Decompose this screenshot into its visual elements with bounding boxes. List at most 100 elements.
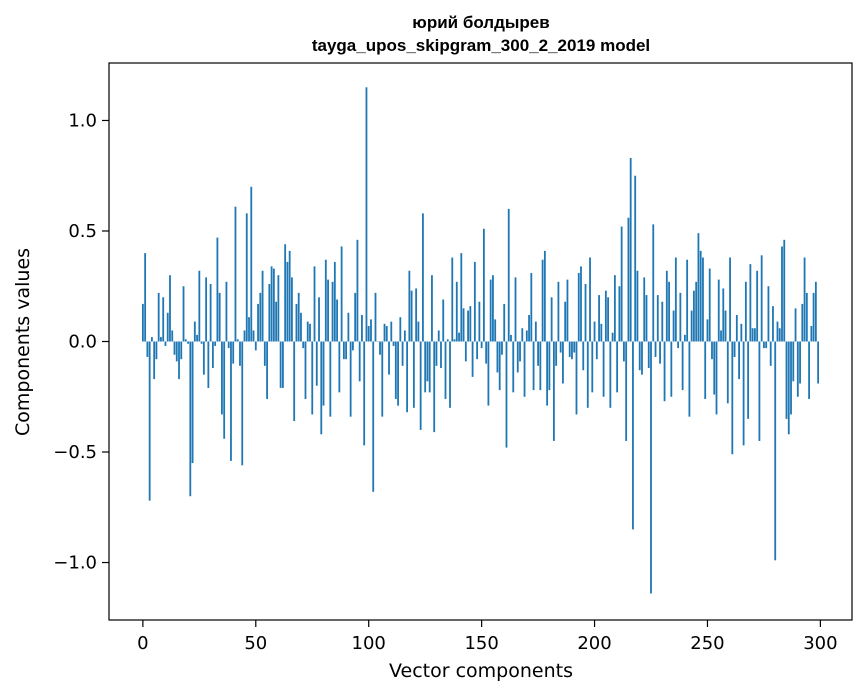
bar (810, 326, 812, 341)
bar (616, 342, 618, 393)
bar (749, 264, 751, 341)
bar (483, 229, 485, 342)
bar (573, 342, 575, 353)
bar (167, 313, 169, 342)
bar (447, 339, 449, 341)
x-tick-label: 250 (690, 633, 724, 654)
x-tick-label: 200 (577, 633, 611, 654)
bar (691, 311, 693, 342)
bar (637, 271, 639, 342)
bar (596, 342, 598, 360)
bar (431, 275, 433, 341)
bar (591, 342, 593, 393)
bar (273, 269, 275, 342)
x-axis-label: Vector components (389, 660, 573, 682)
bar (165, 342, 167, 346)
bar (709, 269, 711, 342)
bar (325, 260, 327, 342)
bar (661, 302, 663, 342)
bar (334, 262, 336, 342)
bar (456, 282, 458, 342)
bar (804, 258, 806, 342)
bar (707, 319, 709, 341)
x-tick-label: 150 (464, 633, 498, 654)
bar (517, 342, 519, 373)
bar (318, 297, 320, 341)
bar (587, 342, 589, 408)
bar (438, 330, 440, 341)
bar (634, 176, 636, 342)
bar (494, 319, 496, 341)
bar (207, 342, 209, 388)
bar (451, 258, 453, 342)
bar (560, 342, 562, 353)
bar (393, 342, 395, 346)
y-tick-label: 0.5 (68, 221, 97, 242)
bar (275, 302, 277, 342)
x-tick-label: 0 (137, 633, 148, 654)
bar (185, 339, 187, 341)
bar (641, 342, 643, 375)
y-tick-label: 0.0 (68, 332, 97, 353)
bar (162, 297, 164, 341)
bar (499, 342, 501, 391)
bar (271, 266, 273, 341)
bar (472, 342, 474, 377)
bar (289, 251, 291, 342)
bar (521, 328, 523, 341)
bar (675, 258, 677, 342)
bar (777, 322, 779, 342)
bar (537, 342, 539, 366)
chart-title: юрий болдырев (412, 13, 549, 32)
bar (210, 284, 212, 341)
bar (307, 322, 309, 342)
bar (600, 324, 602, 342)
bar (668, 282, 670, 342)
bar (747, 342, 749, 419)
bar (217, 238, 219, 342)
bar (792, 342, 794, 382)
bar (345, 342, 347, 360)
bar (323, 342, 325, 406)
bar (594, 322, 596, 342)
bar (598, 295, 600, 341)
bar (788, 342, 790, 435)
bar (618, 286, 620, 341)
bar (266, 342, 268, 399)
bar (679, 293, 681, 342)
bar (156, 342, 158, 360)
bar (558, 282, 560, 342)
bar (144, 253, 146, 341)
bar (783, 240, 785, 342)
bar (646, 295, 648, 341)
bar (763, 342, 765, 349)
bar (411, 291, 413, 342)
bar (395, 342, 397, 399)
bar (151, 337, 153, 341)
bar (488, 342, 490, 406)
bar (652, 224, 654, 341)
bar (677, 342, 679, 349)
bar (189, 342, 191, 497)
bar (582, 342, 584, 371)
bar (232, 342, 234, 364)
bar (169, 275, 171, 341)
bar (183, 286, 185, 341)
bar (228, 342, 230, 349)
bar (567, 280, 569, 342)
bar (192, 342, 194, 464)
bar (420, 342, 422, 430)
bar (727, 342, 729, 404)
bar (311, 342, 313, 415)
bar (350, 342, 352, 417)
bar (603, 342, 605, 397)
bar (440, 342, 442, 369)
bar (639, 342, 641, 371)
bar (772, 306, 774, 341)
bar (585, 284, 587, 341)
bar (255, 342, 257, 351)
bar (501, 342, 503, 355)
bar (408, 271, 410, 342)
bar (716, 342, 718, 415)
bar (399, 317, 401, 341)
